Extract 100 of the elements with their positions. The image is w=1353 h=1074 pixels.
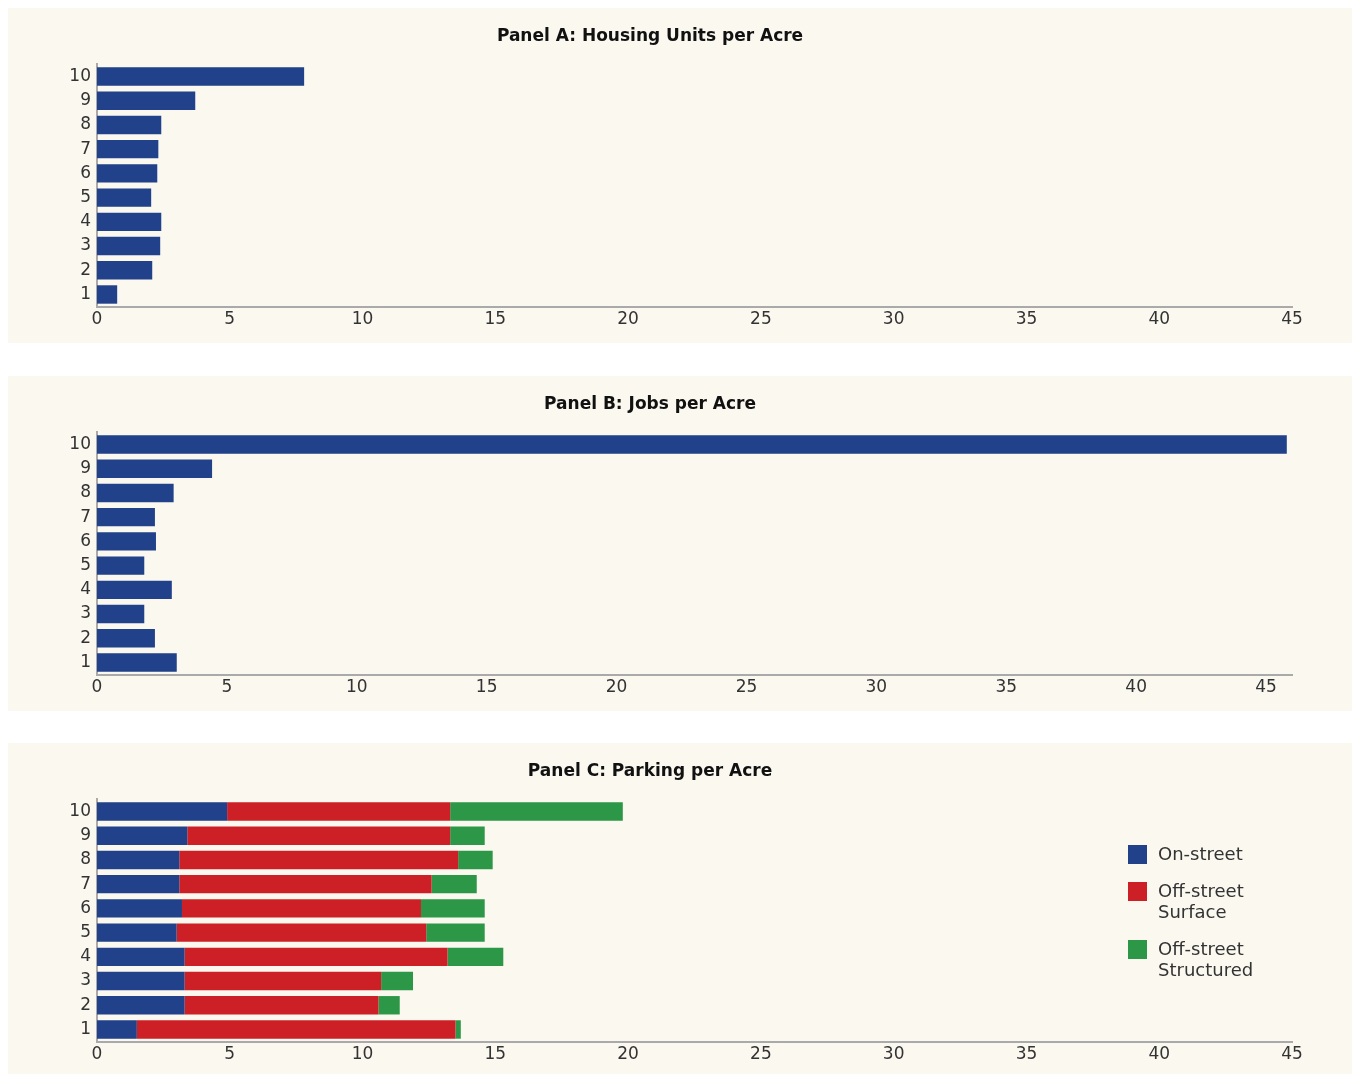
x-tick-label: 0 <box>91 676 103 697</box>
y-tick-label: 9 <box>80 824 91 845</box>
chart-title: Panel C: Parking per Acre <box>527 759 773 780</box>
bar <box>97 435 1287 454</box>
bar <box>97 483 174 503</box>
bar <box>450 826 485 845</box>
bar <box>97 115 162 135</box>
y-tick-label: 5 <box>80 554 91 575</box>
x-tick-label: 0 <box>91 308 103 329</box>
bar <box>450 802 623 821</box>
bar <box>378 996 400 1015</box>
bar <box>97 580 172 600</box>
x-tick-label: 45 <box>1281 308 1303 329</box>
bar <box>184 996 379 1015</box>
bar <box>97 802 228 821</box>
y-tick-label: 3 <box>80 234 91 255</box>
y-tick-label: 9 <box>80 89 91 110</box>
bar <box>97 285 118 304</box>
x-tick-label: 25 <box>750 1043 772 1064</box>
y-tick-label: 5 <box>80 186 91 207</box>
legend-label: On-street <box>1158 843 1243 864</box>
y-tick-label: 1 <box>80 282 91 303</box>
y-tick-label: 7 <box>80 137 91 158</box>
legend-label: Off-street Surface <box>1158 880 1245 922</box>
y-tick-label: 10 <box>69 799 91 820</box>
y-tick-label: 6 <box>80 896 91 917</box>
bar <box>97 556 145 575</box>
bar <box>97 261 153 280</box>
x-tick-label: 10 <box>345 676 368 697</box>
x-tick-label: 10 <box>351 308 374 329</box>
bar <box>136 1020 456 1039</box>
x-tick-label: 25 <box>735 676 758 697</box>
bar <box>426 923 485 942</box>
bar <box>97 459 213 478</box>
x-tick-label: 35 <box>1015 308 1038 329</box>
y-tick-label: 9 <box>80 457 91 478</box>
bar <box>97 874 180 894</box>
x-tick-label: 25 <box>750 308 772 329</box>
bar <box>97 604 145 624</box>
bar <box>97 139 159 159</box>
bar <box>458 850 493 870</box>
y-tick-label: 2 <box>80 626 91 647</box>
bar <box>97 67 305 86</box>
y-tick-label: 10 <box>69 64 91 85</box>
x-tick-label: 5 <box>221 676 233 697</box>
bar <box>431 874 477 894</box>
y-tick-label: 2 <box>80 258 91 279</box>
x-tick-label: 40 <box>1148 308 1171 329</box>
x-tick-label: 40 <box>1148 1043 1171 1064</box>
chart-title: Panel B: Jobs per Acre <box>544 392 756 413</box>
y-tick-label: 3 <box>80 602 91 623</box>
x-tick-label: 15 <box>484 308 507 329</box>
bar <box>97 91 196 110</box>
y-tick-label: 5 <box>80 921 91 942</box>
x-tick-label: 20 <box>617 1043 639 1064</box>
y-tick-label: 2 <box>80 993 91 1014</box>
bar <box>97 188 152 207</box>
y-tick-label: 6 <box>80 529 91 550</box>
bar <box>187 826 451 845</box>
y-tick-label: 4 <box>80 578 91 599</box>
x-tick-label: 0 <box>91 1043 103 1064</box>
bar <box>97 629 155 648</box>
bar <box>97 923 177 942</box>
bar <box>455 1020 461 1039</box>
y-tick-label: 8 <box>80 848 91 869</box>
x-tick-label: 30 <box>882 1043 905 1064</box>
y-tick-label: 7 <box>80 872 91 893</box>
bar <box>447 947 504 967</box>
bar <box>176 923 427 942</box>
bar <box>227 802 451 821</box>
y-tick-label: 6 <box>80 161 91 182</box>
y-tick-label: 10 <box>69 432 91 453</box>
bar <box>184 947 448 967</box>
bar <box>97 826 188 845</box>
bar <box>97 899 182 918</box>
chart-title: Panel A: Housing Units per Acre <box>496 24 804 45</box>
x-tick-label: 20 <box>605 676 628 697</box>
bar <box>179 874 432 894</box>
x-tick-label: 45 <box>1281 1043 1303 1064</box>
bar <box>97 850 180 870</box>
x-tick-label: 15 <box>484 1043 507 1064</box>
y-tick-label: 8 <box>80 481 91 502</box>
y-tick-label: 8 <box>80 113 91 134</box>
bar <box>97 996 185 1015</box>
x-tick-label: 35 <box>1015 1043 1038 1064</box>
y-tick-label: 7 <box>80 505 91 526</box>
x-tick-label: 5 <box>224 1043 236 1064</box>
bar <box>97 971 185 991</box>
x-tick-label: 30 <box>882 308 905 329</box>
y-tick-label: 1 <box>80 650 91 671</box>
y-tick-label: 1 <box>80 1017 91 1038</box>
x-tick-label: 20 <box>617 308 639 329</box>
bar <box>181 899 421 918</box>
x-tick-label: 40 <box>1125 676 1147 697</box>
bar <box>97 236 161 256</box>
y-tick-label: 4 <box>80 210 91 231</box>
bar <box>381 971 414 991</box>
x-tick-label: 15 <box>475 676 498 697</box>
x-tick-label: 30 <box>865 676 888 697</box>
x-tick-label: 10 <box>351 1043 374 1064</box>
